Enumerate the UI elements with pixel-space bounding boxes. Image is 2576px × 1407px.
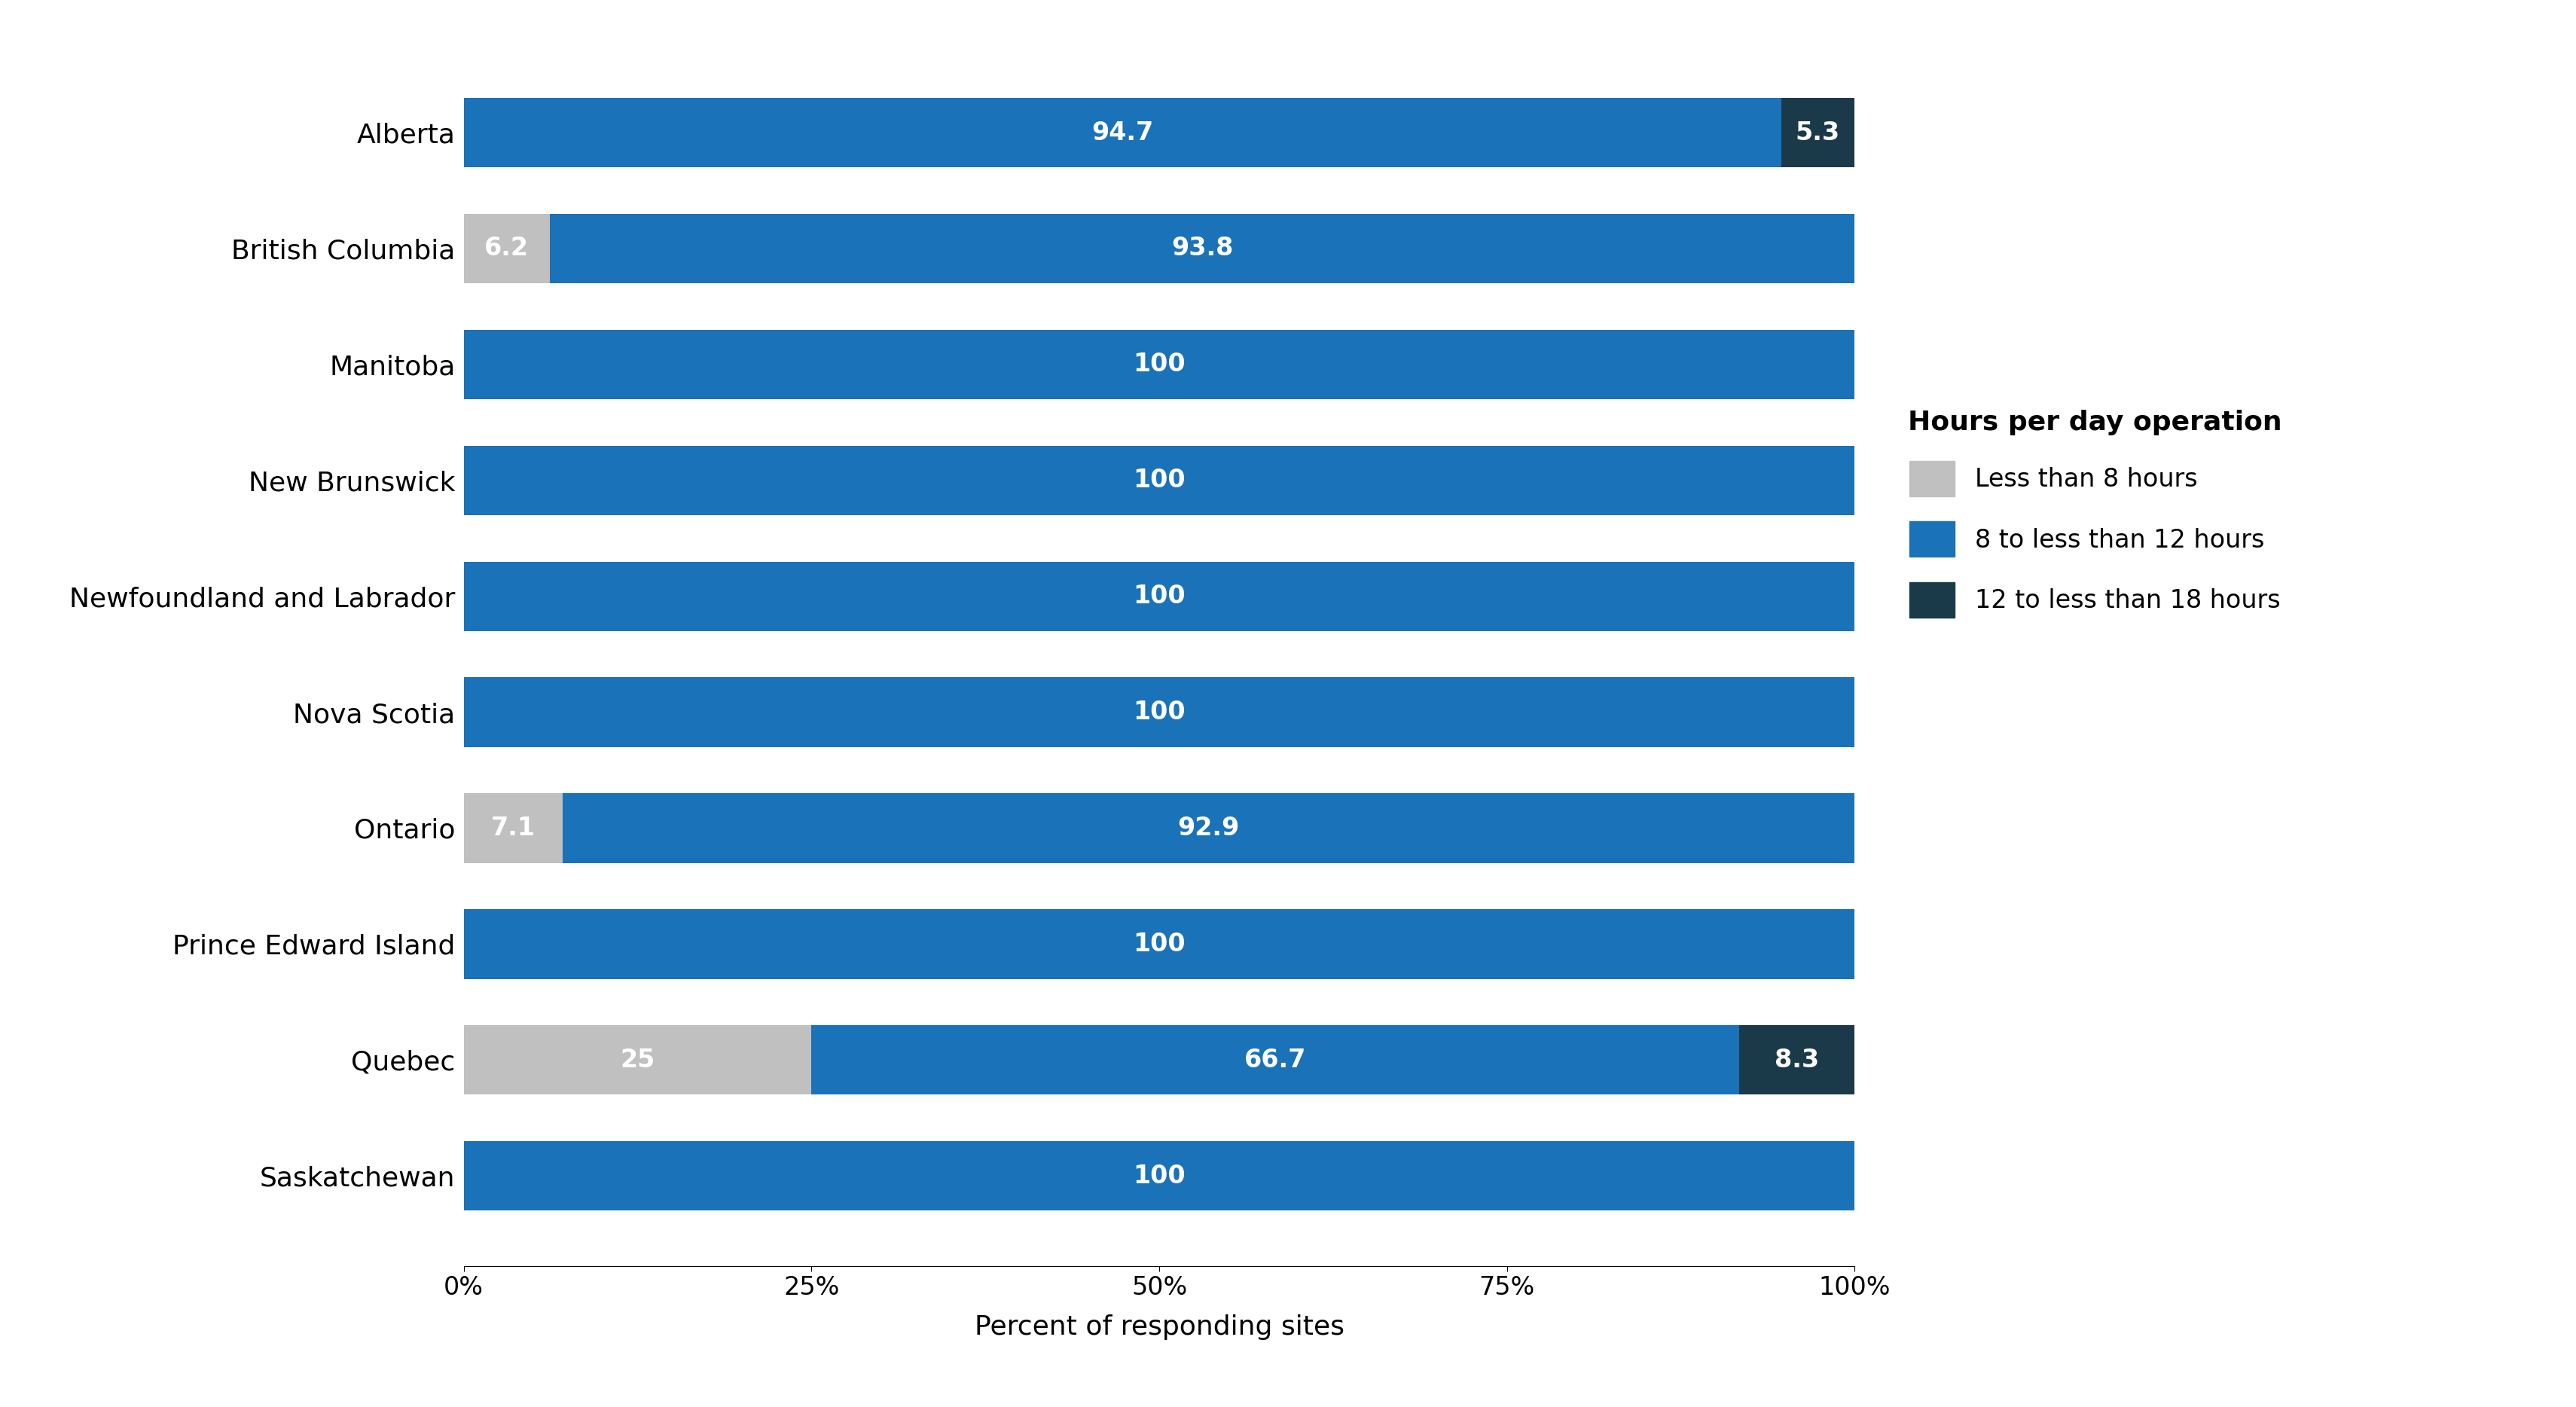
Bar: [464, 1026, 811, 1095]
Bar: [464, 98, 1780, 167]
Text: 7.1: 7.1: [492, 816, 536, 840]
Text: 66.7: 66.7: [1244, 1048, 1306, 1072]
Bar: [549, 214, 1855, 283]
Text: 25: 25: [621, 1048, 654, 1072]
Bar: [464, 909, 1855, 979]
Text: 100: 100: [1133, 931, 1185, 957]
Bar: [464, 446, 1855, 515]
Bar: [1780, 98, 1855, 167]
Text: 100: 100: [1133, 469, 1185, 492]
Text: 6.2: 6.2: [484, 236, 528, 260]
Bar: [464, 1141, 1855, 1210]
Bar: [464, 677, 1855, 747]
Legend: Less than 8 hours, 8 to less than 12 hours, 12 to less than 18 hours: Less than 8 hours, 8 to less than 12 hou…: [1896, 398, 2295, 630]
Text: 93.8: 93.8: [1172, 236, 1234, 260]
Bar: [464, 329, 1855, 400]
Bar: [464, 561, 1855, 632]
Text: 92.9: 92.9: [1177, 816, 1239, 840]
Bar: [464, 794, 562, 862]
X-axis label: Percent of responding sites: Percent of responding sites: [974, 1314, 1345, 1341]
Bar: [562, 794, 1855, 862]
Bar: [1739, 1026, 1855, 1095]
Text: 100: 100: [1133, 1164, 1185, 1189]
Bar: [811, 1026, 1739, 1095]
Text: 8.3: 8.3: [1775, 1048, 1819, 1072]
Text: 94.7: 94.7: [1092, 120, 1154, 145]
Text: 100: 100: [1133, 584, 1185, 609]
Text: 100: 100: [1133, 699, 1185, 725]
Bar: [464, 214, 549, 283]
Text: 5.3: 5.3: [1795, 120, 1839, 145]
Text: 100: 100: [1133, 352, 1185, 377]
